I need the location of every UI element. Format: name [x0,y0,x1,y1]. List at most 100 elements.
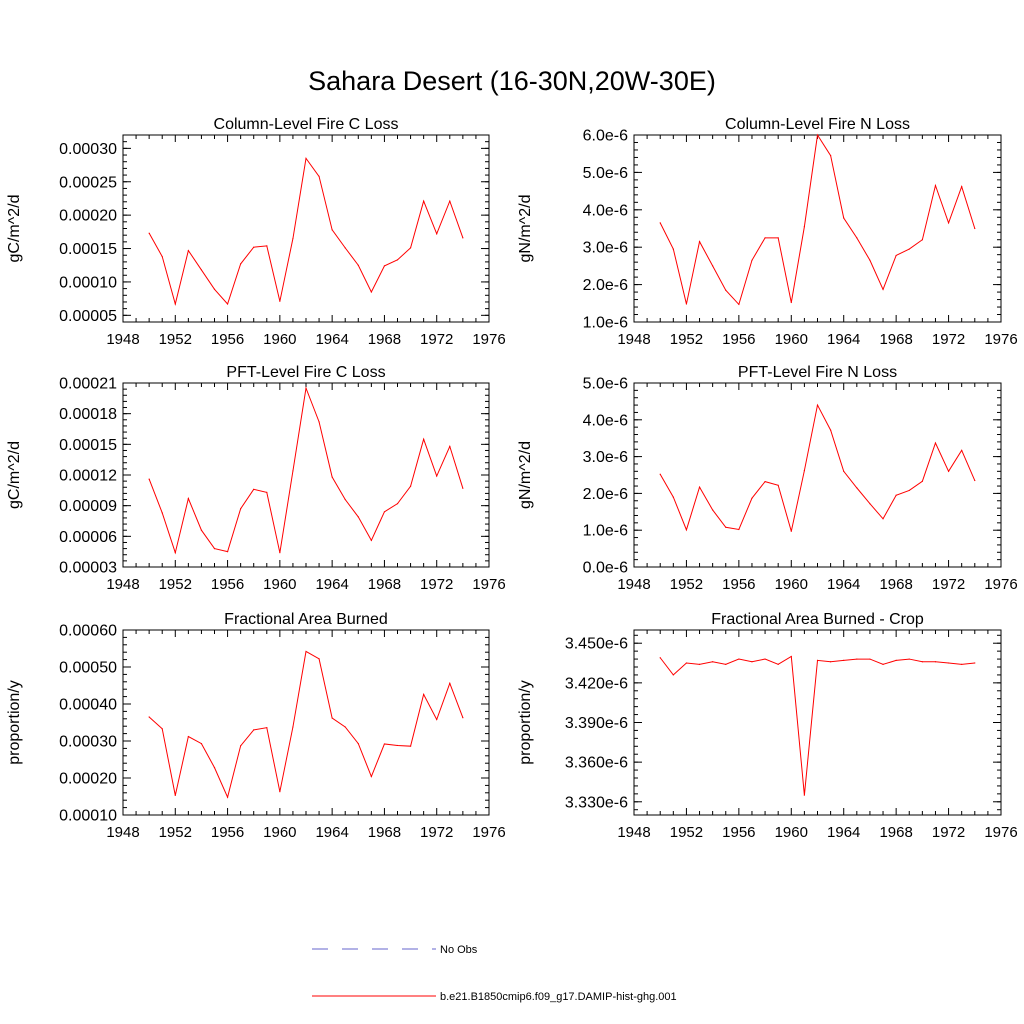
x-tick-label: 1952 [159,824,192,841]
data-point [790,530,792,532]
y-tick-label: 3.0e-6 [583,240,628,257]
data-point [357,742,359,745]
y-tick-label: 6.0e-6 [583,128,628,145]
data-point [462,487,464,489]
x-tick-label: 1960 [775,576,808,593]
x-tick-label: 1960 [263,824,296,841]
y-tick-label: 1.0e-6 [583,523,628,540]
x-tick-label: 1964 [315,576,348,593]
x-tick-label: 1972 [932,576,965,593]
data-point [423,438,425,440]
data-point [344,498,346,501]
y-tick-label: 4.0e-6 [583,412,628,429]
data-point [449,682,451,684]
x-tick-label: 1964 [315,331,348,348]
data-point [816,134,819,136]
data-point [947,662,950,664]
data-point [934,184,937,187]
data-point [253,246,255,248]
y-tick-label: 0.00018 [59,406,117,423]
data-point [396,744,399,747]
y-tick-label: 0.0e-6 [583,560,628,577]
x-tick-label: 1968 [368,824,401,841]
x-tick-label: 1976 [984,824,1017,841]
data-point [409,745,412,747]
data-point [357,264,359,266]
data-point [331,717,333,719]
data-point [751,259,753,261]
data-point [751,497,753,499]
x-tick-label: 1976 [472,331,505,348]
data-point [698,240,701,243]
y-tick-label: 0.00003 [59,560,117,577]
y-tick-label: 3.0e-6 [583,449,628,466]
legend-model-label: b.e21.B1850cmip6.f09_g17.DAMIP-hist-ghg.… [440,991,677,1003]
plot-frame [122,382,490,568]
x-tick-label: 1948 [617,576,650,593]
data-point [961,449,963,451]
x-tick-label: 1968 [368,331,401,348]
data-point [200,742,203,745]
panel-6: 1948 1952 1956 1960 1964 1968 1972 1976 3.330e-6… [517,611,1018,841]
panel-4: 1948 1952 1956 1960 1964 1968 1972 1976 0.0e-6 1.… [517,364,1018,593]
y-tick-label: 0.00050 [59,660,117,677]
y-tick-label: 0.00015 [59,437,117,454]
legend: No Obs b.e21.B1850cmip6.f09_g17.DAMIP-hi… [312,944,677,1003]
y-tick-label: 0.00006 [59,529,117,546]
data-point [921,661,923,663]
x-tick-label: 1960 [263,576,296,593]
y-tick-label: 0.00030 [59,734,117,751]
data-point [396,259,399,261]
x-tick-label: 1952 [159,331,192,348]
panel-title: Column-Level Fire C Loss [214,116,399,133]
data-point [934,442,937,444]
x-tick-label: 1952 [670,824,703,841]
data-point [436,233,438,235]
data-point [764,237,766,239]
data-point [672,248,674,250]
x-tick-label: 1960 [775,824,808,841]
data-point [344,726,346,728]
panel-title: Column-Level Fire N Loss [725,116,910,133]
y-axis-label: gN/m^2/d [517,195,534,263]
data-point [462,717,464,719]
x-tick-label: 1948 [617,824,650,841]
data-point [383,743,386,745]
x-tick-label: 1956 [211,824,244,841]
data-point [843,217,845,219]
data-point [200,529,203,531]
data-point [174,794,176,796]
data-point [921,480,923,482]
data-point [174,303,176,305]
data-point [895,659,897,661]
data-point [396,503,399,505]
plot-frame [633,382,1002,568]
data-point [816,659,819,661]
data-point [423,200,425,202]
data-point [187,497,189,500]
panel-5: 1948 1952 1956 1960 1964 1968 1972 1976 0.00010 0… [6,611,506,841]
x-tick-label: 1964 [827,576,860,593]
x-tick-label: 1956 [722,331,755,348]
data-point [449,445,451,447]
data-point [764,481,766,483]
x-tick-label: 1948 [106,576,139,593]
data-point [659,222,661,224]
data-point [344,247,346,249]
data-point [830,154,832,157]
data-point [672,674,674,676]
panel-title: Fractional Area Burned - Crop [711,611,924,628]
y-tick-label: 2.0e-6 [583,277,628,294]
series-line [148,157,464,306]
y-tick-label: 3.390e-6 [565,715,628,732]
data-point [738,303,740,306]
panel-title: PFT-Level Fire C Loss [226,364,385,381]
data-point [725,526,727,528]
y-tick-label: 0.00020 [59,771,117,788]
data-point [961,186,963,188]
y-tick-label: 0.00015 [59,241,117,258]
plot-frame [633,629,1002,816]
data-point [803,794,805,796]
data-point [947,470,950,472]
y-tick-label: 0.00009 [59,498,117,515]
